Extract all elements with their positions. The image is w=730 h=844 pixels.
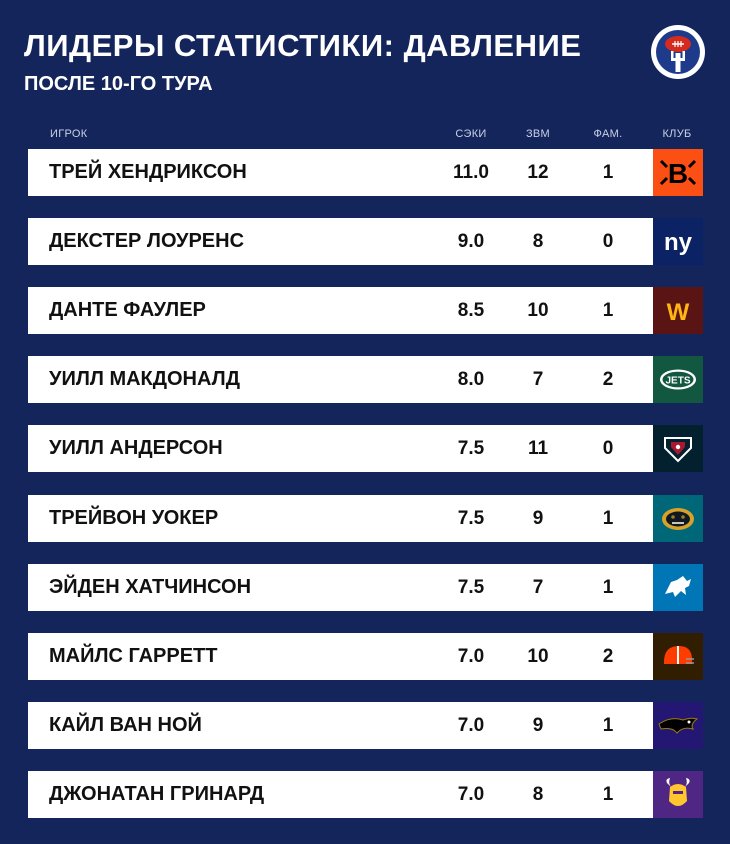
player-name: КАЙЛ ВАН НОЙ [49,714,202,736]
svg-text:JETS: JETS [665,376,690,387]
qb-hits-value: 8 [532,784,544,805]
qb-hits-value: 8 [532,231,544,252]
sacks-value: 7.0 [457,784,485,805]
sacks-value: 11.0 [453,162,489,183]
qb-hits-value: 9 [532,715,544,736]
sacks-value: 8.0 [457,369,485,390]
qb-hits-value: 7 [532,577,544,598]
vikings-logo-icon [653,771,703,818]
player-name: ТРЕЙ ХЕНДРИКСОН [49,161,247,183]
qb-hits-value: 10 [527,646,549,667]
forced-fumbles-value: 1 [602,715,614,736]
player-name: ТРЕЙВОН УОКЕР [49,507,219,529]
table-row: ДЕКСТЕР ЛОУРЕНС 9.0 8 0 ny [28,218,703,265]
table-row: ДАНТЕ ФАУЛЕР 8.5 10 1 W [28,287,703,334]
player-name: ДЖОНАТАН ГРИНАРД [49,783,265,805]
player-name: ДАНТЕ ФАУЛЕР [49,299,206,321]
table-header: ИГРОК СЭКИ ЗВМ ФАМ. КЛУБ [0,128,730,142]
forced-fumbles-value: 2 [602,646,614,667]
page-subtitle: ПОСЛЕ 10-ГО ТУРА [24,73,213,95]
qb-hits-value: 7 [532,369,544,390]
sacks-value: 7.0 [457,715,485,736]
qb-hits-value: 10 [527,300,549,321]
forced-fumbles-value: 1 [602,508,614,529]
table-row: ТРЕЙВОН УОКЕР 7.5 9 1 [28,495,703,542]
jaguars-logo-icon [653,495,703,542]
svg-text:W: W [667,299,690,326]
player-name: ЭЙДЕН ХАТЧИНСОН [49,576,252,598]
ravens-logo-icon [653,702,703,749]
qb-hits-value: 12 [527,162,549,183]
page-title: ЛИДЕРЫ СТАТИСТИКИ: ДАВЛЕНИЕ [24,28,582,63]
sacks-value: 9.0 [457,231,485,252]
commanders-logo-icon: W [653,287,703,334]
table-row: КАЙЛ ВАН НОЙ 7.0 9 1 [28,702,703,749]
table-row: ДЖОНАТАН ГРИНАРД 7.0 8 1 [28,771,703,818]
table-row: УИЛЛ МАКДОНАЛД 8.0 7 2 JETS [28,356,703,403]
forced-fumbles-value: 2 [602,369,614,390]
qb-hits-value: 11 [527,438,549,459]
header-club: КЛУБ [662,128,692,140]
sacks-value: 7.5 [457,508,485,529]
forced-fumbles-value: 1 [602,162,614,183]
forced-fumbles-value: 0 [602,438,614,459]
browns-logo-icon [653,633,703,680]
qb-hits-value: 9 [532,508,544,529]
sacks-value: 7.5 [457,577,485,598]
header-player: ИГРОК [50,128,88,140]
header-sacks: СЭКИ [455,128,487,140]
table-row: ЭЙДЕН ХАТЧИНСОН 7.5 7 1 [28,564,703,611]
lions-logo-icon [653,564,703,611]
sacks-value: 8.5 [457,300,485,321]
table-row: МАЙЛС ГАРРЕТТ 7.0 10 2 [28,633,703,680]
forced-fumbles-value: 1 [602,784,614,805]
svg-text:ny: ny [664,229,693,256]
player-name: МАЙЛС ГАРРЕТТ [49,645,218,667]
sacks-value: 7.0 [457,646,485,667]
jets-logo-icon: JETS [653,356,703,403]
svg-text:B: B [668,158,688,189]
bengals-logo-icon: B [653,149,703,196]
player-name: УИЛЛ МАКДОНАЛД [49,368,240,390]
forced-fumbles-value: 0 [602,231,614,252]
header-qb-hits: ЗВМ [525,128,551,140]
texans-logo-icon [653,425,703,472]
forced-fumbles-value: 1 [602,300,614,321]
sacks-value: 7.5 [457,438,485,459]
player-name: ДЕКСТЕР ЛОУРЕНС [49,230,245,252]
table-row: ТРЕЙ ХЕНДРИКСОН 11.0 12 1 B [28,149,703,196]
giants-logo-icon: ny [653,218,703,265]
football-fork-logo-icon [650,24,706,80]
player-name: УИЛЛ АНДЕРСОН [49,437,223,459]
table-row: УИЛЛ АНДЕРСОН 7.5 11 0 [28,425,703,472]
forced-fumbles-value: 1 [602,577,614,598]
header-forced-fumbles: ФАМ. [593,128,623,140]
